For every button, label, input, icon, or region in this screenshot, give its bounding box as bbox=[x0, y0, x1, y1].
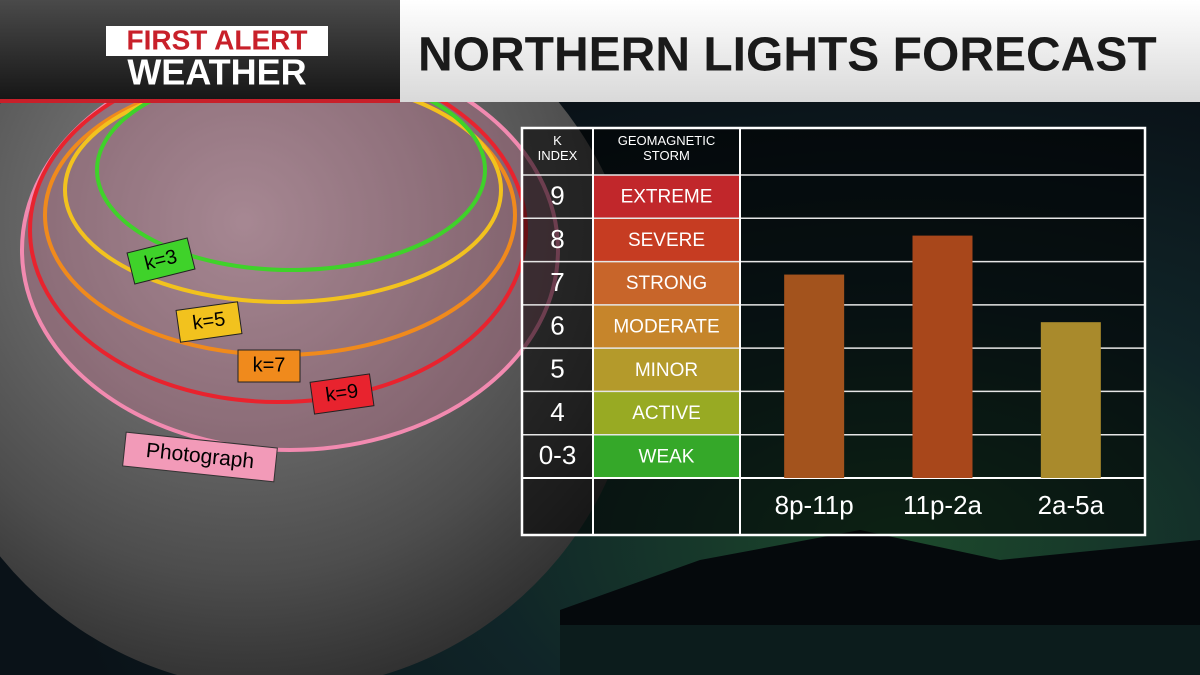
chart: 9 EXTREME 8 SEVERE 7 STRONG 6 MODERATE 5 MINOR 4 AC… bbox=[520, 126, 1147, 537]
ring-labels: k=3 k=5 k=7 k=9 Photograph bbox=[122, 237, 375, 483]
x-tick-label: 11p-2a bbox=[903, 490, 983, 520]
column-header: GEOMAGNETIC STORM bbox=[618, 133, 716, 163]
storm-label: MODERATE bbox=[613, 317, 719, 338]
x-tick-label: 8p-11p bbox=[775, 490, 854, 520]
y-tick-label: 4 bbox=[550, 397, 564, 427]
lake bbox=[560, 625, 1200, 675]
storm-cell bbox=[593, 304, 740, 349]
storm-cell bbox=[593, 175, 740, 219]
logo-stripe bbox=[0, 99, 400, 103]
y-tick-label: 5 bbox=[550, 354, 564, 384]
y-tick-label: 9 bbox=[550, 181, 564, 211]
label-box bbox=[126, 237, 196, 285]
ring-label: k=5 bbox=[191, 308, 227, 334]
brand-top: FIRST ALERT bbox=[127, 24, 308, 55]
storm-label: WEAK bbox=[639, 446, 695, 467]
y-tick-label: 8 bbox=[550, 224, 564, 254]
table-frame bbox=[520, 126, 1147, 537]
label-box bbox=[309, 373, 375, 415]
label-box bbox=[237, 349, 301, 383]
ring-k5 bbox=[63, 100, 503, 304]
storm-label: EXTREME bbox=[621, 187, 713, 208]
column-header: K INDEX bbox=[538, 133, 578, 163]
x-tick-label: 2a-5a bbox=[1038, 490, 1105, 520]
y-tick-label: 7 bbox=[550, 267, 564, 297]
y-tick-label: 6 bbox=[550, 310, 564, 340]
ring-label: k=9 bbox=[324, 380, 360, 406]
bar bbox=[912, 235, 973, 478]
storm-label: ACTIVE bbox=[632, 403, 701, 424]
storm-cell bbox=[593, 434, 740, 478]
bar bbox=[1040, 322, 1101, 478]
title: NORTHERN LIGHTS FORECAST bbox=[418, 29, 1157, 82]
storm-label: SEVERE bbox=[628, 230, 705, 251]
storm-label: MINOR bbox=[635, 360, 698, 381]
title-bar bbox=[400, 0, 1200, 102]
brand-bottom: WEATHER bbox=[127, 52, 306, 93]
ring-k3 bbox=[95, 100, 487, 272]
storm-label: STRONG bbox=[626, 273, 707, 294]
label-box bbox=[175, 301, 243, 343]
storm-cell bbox=[593, 348, 740, 392]
storm-cell bbox=[593, 391, 740, 435]
brand-box bbox=[106, 26, 328, 56]
bar bbox=[784, 274, 845, 478]
label-box bbox=[122, 431, 278, 483]
ring-label: k=7 bbox=[253, 354, 286, 376]
storm-cell bbox=[593, 218, 740, 262]
y-tick-label: 0-3 bbox=[539, 440, 577, 470]
storm-cell bbox=[593, 261, 740, 305]
